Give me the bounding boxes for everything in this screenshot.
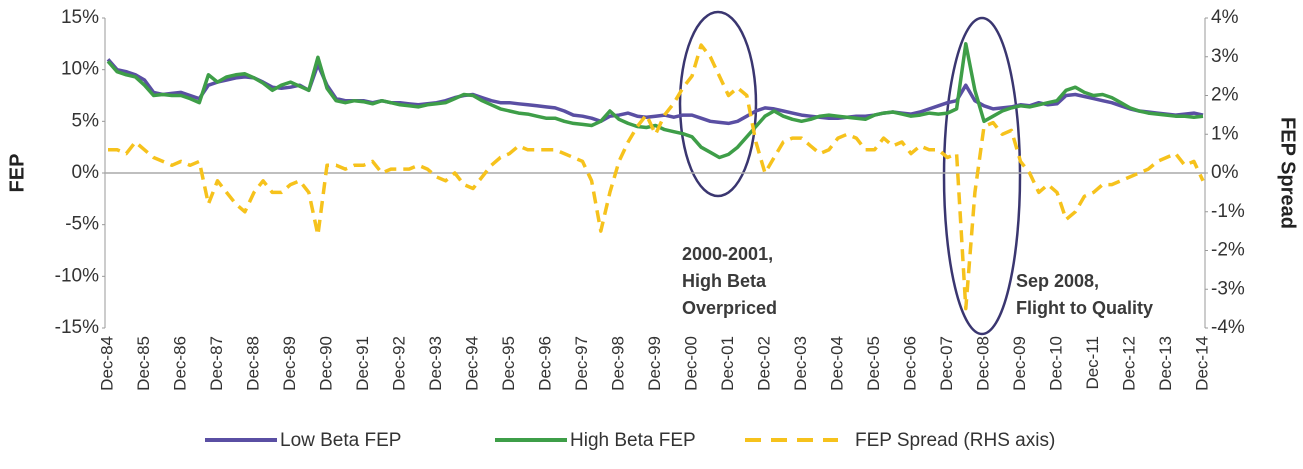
legend-label: High Beta FEP	[570, 430, 696, 451]
x-tick-label: Dec-12	[1119, 336, 1138, 391]
x-tick-label: Dec-11	[1083, 336, 1102, 390]
x-tick-label: Dec-07	[937, 336, 956, 391]
x-tick-label: Dec-87	[207, 336, 226, 391]
y-tick-label: -15%	[55, 317, 99, 338]
annotation: Overpriced	[682, 298, 777, 318]
y2-tick-label: -1%	[1211, 201, 1245, 222]
legend-label: Low Beta FEP	[280, 430, 401, 451]
y2-tick-label: -2%	[1211, 240, 1245, 261]
x-tick-label: Dec-95	[499, 336, 518, 391]
y2-tick-label: -3%	[1211, 278, 1245, 299]
x-tick-label: Dec-88	[243, 336, 262, 391]
x-tick-label: Dec-96	[535, 336, 554, 391]
annotation: Flight to Quality	[1016, 298, 1153, 318]
x-tick-label: Dec-13	[1156, 336, 1175, 391]
x-tick-label: Dec-02	[754, 336, 773, 391]
x-tick-label: Dec-97	[572, 336, 591, 391]
y-tick-label: 15%	[61, 7, 99, 28]
x-tick-label: Dec-90	[316, 336, 335, 391]
legend-label: FEP Spread (RHS axis)	[855, 430, 1055, 451]
x-tick-label: Dec-04	[827, 336, 846, 391]
y2-axis-title: FEP Spread	[1277, 117, 1299, 229]
x-tick-label: Dec-06	[900, 336, 919, 391]
y2-tick-label: 2%	[1211, 85, 1239, 106]
y2-tick-label: -4%	[1211, 317, 1245, 338]
x-tick-label: Dec-85	[134, 336, 153, 391]
x-tick-label: Dec-93	[426, 336, 445, 391]
highlight-ellipse	[678, 10, 758, 198]
y-tick-label: 5%	[72, 110, 100, 131]
x-tick-label: Dec-99	[645, 336, 664, 391]
x-tick-label: Dec-86	[170, 336, 189, 391]
y-axis-title: FEP	[6, 154, 28, 193]
x-tick-label: Dec-14	[1192, 336, 1211, 391]
x-tick-label: Dec-92	[389, 336, 408, 391]
x-tick-label: Dec-00	[681, 336, 700, 391]
x-tick-label: Dec-91	[353, 336, 372, 391]
annotation: 2000-2001,	[682, 244, 773, 264]
y2-tick-label: 0%	[1211, 162, 1239, 183]
y-tick-label: 10%	[61, 59, 99, 80]
y-tick-label: -5%	[65, 214, 99, 235]
x-tick-label: Dec-84	[97, 336, 116, 391]
x-tick-label: Dec-08	[973, 336, 992, 391]
x-tick-label: Dec-03	[791, 336, 810, 391]
x-tick-label: Dec-98	[608, 336, 627, 391]
x-tick-label: Dec-01	[718, 336, 737, 391]
x-tick-label: Dec-09	[1010, 336, 1029, 391]
x-tick-label: Dec-94	[462, 336, 481, 391]
annotation: Sep 2008,	[1016, 271, 1099, 291]
y2-tick-label: 4%	[1211, 7, 1239, 28]
highlight-ellipse	[942, 16, 1022, 336]
y2-tick-label: 3%	[1211, 46, 1239, 67]
annotation: High Beta	[682, 271, 767, 291]
series-line	[106, 42, 1204, 160]
y-tick-label: 0%	[72, 162, 100, 183]
y-tick-label: -10%	[55, 265, 99, 286]
series-line	[108, 43, 1205, 311]
x-tick-label: Dec-10	[1046, 336, 1065, 391]
y2-tick-label: 1%	[1211, 123, 1239, 144]
x-tick-label: Dec-89	[280, 336, 299, 391]
x-tick-label: Dec-05	[864, 336, 883, 391]
